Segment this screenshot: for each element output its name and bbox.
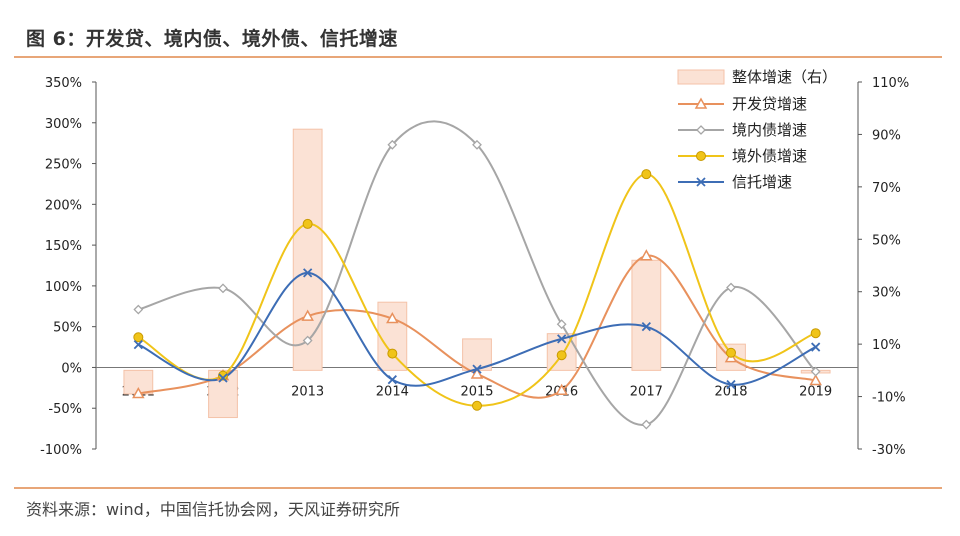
point-trust [557,334,567,344]
legend-marker-trust-stroke-b [696,177,706,187]
point-trust-stroke-b [218,373,228,383]
point-overseas-bond [387,348,398,359]
x-tick-label: 2013 [291,384,324,399]
left-tick-label: 200% [45,198,82,213]
point-domestic-bond [641,419,652,430]
left-tick-label: 350% [45,76,82,91]
point-overseas-bond [726,347,736,358]
line-dev-loan [138,254,816,399]
point-trust-stroke-b [726,379,736,390]
left-tick-label: 0% [61,361,82,376]
legend-label-overseas-bond: 境外债增速 [732,147,807,165]
point-dev-loan [470,367,484,379]
legend-label-dev-loan: 开发贷增速 [732,95,807,113]
point-trust-stroke-b [557,334,567,344]
bar-overall-growth [631,259,662,371]
legend-marker-dev-loan [694,97,708,109]
x-tick-label: 2017 [630,384,663,399]
chart-title: 图 6：开发贷、境内债、境外债、信托增速 [26,28,398,50]
point-trust-stroke-b [133,339,143,350]
point-trust [641,322,651,332]
point-dev-loan [386,311,399,324]
point-trust-stroke-b [303,268,313,278]
point-dev-loan [301,309,314,321]
legend-swatch-overall-growth [677,69,725,85]
right-tick-label: 110% [872,76,909,91]
point-trust-stroke-b [472,364,482,374]
legend-label-overall-growth: 整体增速（右） [732,68,837,86]
header-divider [14,56,942,58]
legend-marker-domestic-bond [696,125,706,135]
x-tick-label: 2018 [714,384,747,399]
left-tick-label: 150% [45,239,82,254]
right-tick-label: -30% [872,443,906,458]
axes-layer: 350% 300% 250% 200% 150% 100% 50% 0% -50% -100% 11… [40,76,909,458]
point-overseas-bond [218,370,228,381]
left-tick-label: -50% [48,402,82,417]
point-domestic-bond [302,335,313,346]
point-trust [472,364,482,374]
lines-layer [137,120,817,426]
line-trust [137,271,817,387]
legend-label-trust: 信托增速 [732,173,792,191]
line-domestic-bond [138,120,817,426]
point-domestic-bond [726,282,736,293]
point-trust [387,375,397,385]
bar-overall-growth [462,338,492,371]
point-overseas-bond [641,169,652,180]
point-dev-loan [809,373,822,386]
point-trust-stroke-b [641,322,651,332]
point-trust [303,268,313,278]
right-tick-label: 10% [872,338,901,353]
point-dev-loan [640,249,653,261]
point-trust [133,339,143,350]
x-tick-label: 2015 [460,384,493,399]
point-domestic-bond [556,319,567,330]
left-tick-label: 50% [53,321,82,336]
point-domestic-bond [810,366,821,377]
point-trust-stroke-b [387,375,397,385]
point-trust [726,379,736,390]
point-domestic-bond [387,139,398,150]
point-trust [218,373,228,383]
point-overseas-bond [810,328,821,339]
right-tick-label: 90% [872,128,901,143]
source-note: 资料来源：wind，中国信托协会网，天风证券研究所 [26,500,400,519]
point-domestic-bond [133,304,144,315]
legend-marker-trust [696,177,706,187]
right-tick-label: 70% [872,181,901,196]
point-dev-loan [132,386,145,399]
left-tick-label: 250% [45,158,82,173]
point-overseas-bond [302,218,313,229]
left-tick-label: 100% [45,280,82,295]
left-tick-label: -100% [40,443,82,458]
left-tick-label: 300% [45,117,82,132]
point-overseas-bond [133,332,144,343]
footer-divider [14,487,942,489]
right-tick-label: 30% [872,286,901,301]
point-overseas-bond [472,400,482,411]
point-overseas-bond [556,350,567,361]
legend-label-domestic-bond: 境内债增速 [732,121,807,139]
point-domestic-bond [218,283,228,294]
x-tick-label: 2019 [799,384,832,399]
point-domestic-bond [472,139,482,150]
x-tick-label: 2014 [376,384,409,399]
bar-overall-growth [292,128,323,371]
bars-layer [123,128,831,419]
right-tick-label: -10% [872,391,906,406]
point-trust-stroke-b [811,342,821,352]
point-trust [811,342,821,352]
point-dev-loan [555,383,568,396]
legend-marker-overseas-bond [696,151,706,161]
markers-layer [132,139,822,430]
right-tick-label: 50% [872,233,901,248]
